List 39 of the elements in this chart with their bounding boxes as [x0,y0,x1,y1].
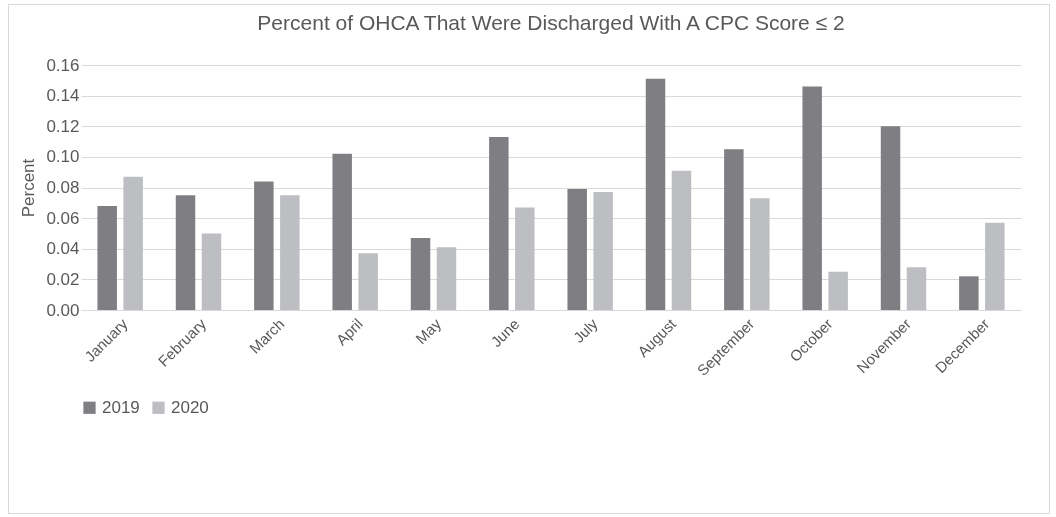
bar [593,192,613,310]
bar [880,126,901,310]
bar [436,247,457,310]
bar [959,276,979,310]
chart-title: Percent of OHCA That Were Discharged With A CPC Score ≤ 2 [257,11,845,34]
bar [280,195,300,310]
bar [671,170,692,310]
y-tick-label: 0.14 [46,86,80,106]
x-tick-label: July [569,314,602,346]
y-tick-label: 0.00 [46,300,80,320]
legend-label: 2019 [102,397,140,417]
bar [645,78,666,310]
bar [410,238,431,310]
y-tick-label: 0.08 [46,178,80,197]
bar [201,233,222,310]
y-tick-label: 0.04 [46,239,80,259]
bar [97,205,117,310]
y-tick-label: 0.06 [46,208,80,228]
y-tick-label: 0.12 [46,116,80,136]
x-tick-label: May [412,314,445,348]
bar [567,189,587,310]
bar [985,222,1005,310]
bar [332,153,352,310]
bar [358,253,378,310]
bar [750,198,770,310]
y-axis-title: Percent [19,158,39,218]
bar [254,181,274,310]
legend-label: 2020 [171,397,209,417]
bar [828,271,848,310]
bar [724,149,744,310]
bar [123,176,143,310]
bar [489,136,509,310]
y-tick-label: 0.02 [46,269,80,289]
bar [515,207,535,310]
bar [802,86,822,310]
y-tick-label: 0.10 [46,147,80,167]
bar [906,267,927,310]
y-tick-label: 0.16 [46,55,80,75]
bar [175,195,196,310]
